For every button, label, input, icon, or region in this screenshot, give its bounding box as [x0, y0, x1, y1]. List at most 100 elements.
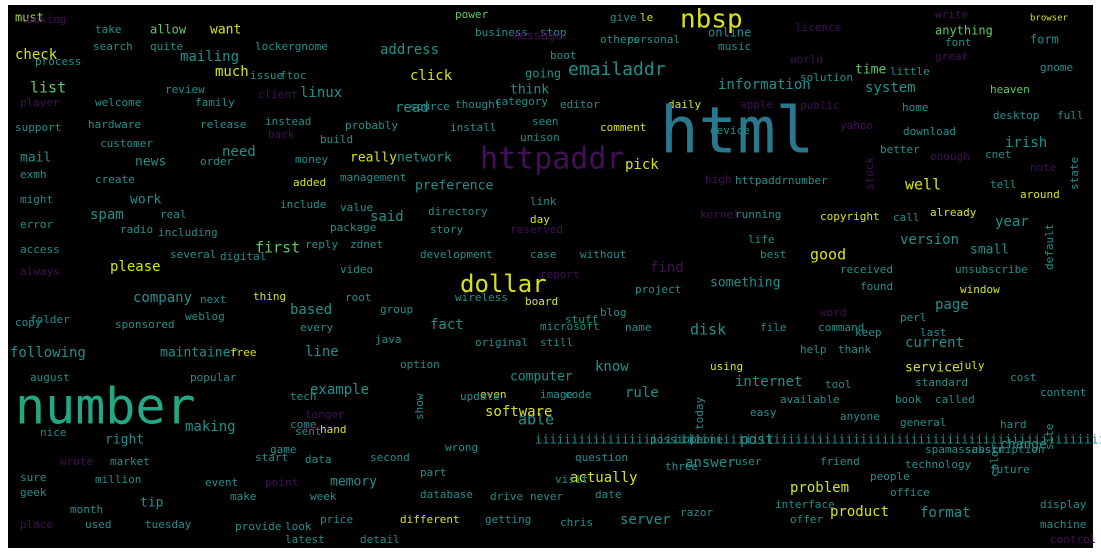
word: reserved — [510, 223, 563, 236]
word: exmh — [20, 168, 47, 181]
word: search — [93, 40, 133, 53]
word: form — [1030, 33, 1059, 47]
word: network — [397, 151, 452, 166]
word: line — [305, 344, 339, 360]
word: office — [890, 486, 930, 499]
word: possible — [650, 433, 703, 446]
word: market — [110, 455, 150, 468]
word: small — [970, 243, 1009, 258]
word: current — [905, 335, 964, 351]
word: httpaddrnumber — [735, 174, 828, 187]
word: enough — [930, 150, 970, 163]
word: answer — [685, 455, 736, 471]
word: desktop — [993, 109, 1039, 122]
word: information — [718, 77, 811, 93]
word: high — [705, 173, 732, 186]
word: original — [475, 336, 528, 349]
word: phone — [690, 433, 723, 446]
word: following — [10, 345, 86, 361]
word: latest — [285, 533, 325, 546]
word: chris — [560, 516, 593, 529]
word: default — [1043, 224, 1056, 270]
word: next — [200, 293, 227, 306]
word: unsubscribe — [955, 263, 1028, 276]
word: machine — [1040, 518, 1086, 531]
word: copy — [15, 316, 42, 329]
word: must — [15, 11, 44, 25]
word: drive — [490, 490, 523, 503]
word: note — [1030, 161, 1057, 174]
word: really — [350, 151, 397, 166]
word: still — [540, 336, 573, 349]
word: first — [255, 239, 300, 257]
word: better — [880, 143, 920, 156]
word: full — [1057, 109, 1084, 122]
word: boot — [550, 49, 577, 62]
word: anything — [935, 24, 993, 38]
word: zdnet — [350, 238, 383, 251]
word: project — [635, 283, 681, 296]
word: running — [735, 208, 781, 221]
word: public — [800, 99, 840, 112]
word: product — [830, 504, 889, 520]
word: mail — [20, 151, 51, 166]
word: service — [905, 361, 960, 376]
word: customer — [100, 137, 153, 150]
word: disk — [690, 321, 726, 339]
word: using — [710, 360, 743, 373]
word: device — [710, 124, 750, 137]
word: package — [330, 221, 376, 234]
word: address — [380, 42, 439, 58]
word: release — [200, 118, 246, 131]
word: money — [295, 153, 328, 166]
word: report — [540, 268, 580, 281]
word: java — [375, 333, 402, 346]
word: cnet — [985, 148, 1012, 161]
word: july — [958, 359, 985, 372]
word: support — [15, 121, 61, 134]
word: making — [185, 419, 236, 435]
word: sponsored — [115, 318, 175, 331]
word: wireless — [455, 291, 508, 304]
word: last — [920, 326, 947, 339]
word: part — [420, 466, 447, 479]
word: page — [935, 297, 969, 313]
word: help — [800, 343, 827, 356]
word: click — [410, 68, 453, 84]
word: client — [258, 88, 298, 101]
word: million — [95, 473, 141, 486]
word: nice — [40, 426, 67, 439]
word: message — [512, 29, 563, 43]
word: instead — [265, 115, 311, 128]
word: longer — [305, 408, 345, 421]
word: business — [475, 26, 528, 39]
word: linux — [300, 85, 342, 101]
word: three — [665, 460, 698, 473]
word: take — [95, 23, 122, 36]
word: power — [455, 8, 488, 21]
word: said — [370, 209, 404, 225]
word: problem — [790, 480, 849, 496]
word: free — [230, 346, 257, 359]
word: offer — [790, 513, 823, 526]
word: case — [530, 248, 557, 261]
word: tell — [990, 178, 1017, 191]
word: getting — [485, 513, 531, 526]
word: dollar — [460, 270, 547, 298]
word: seen — [532, 115, 559, 128]
word: apple — [740, 98, 773, 111]
word: iiiiiiiiiiiiiiiiiiiiiiiiiiiiiiiiiiiiiiii… — [535, 433, 1101, 447]
word: format — [920, 505, 971, 521]
word: fact — [430, 317, 464, 333]
word: music — [718, 40, 751, 53]
word: yahoo — [840, 119, 873, 132]
word: perl — [900, 311, 927, 324]
word: daily — [668, 98, 701, 111]
word: internet — [735, 374, 802, 390]
word: company — [133, 290, 192, 306]
word: licence — [795, 21, 841, 34]
word: tip — [140, 496, 164, 511]
word: including — [158, 226, 218, 239]
